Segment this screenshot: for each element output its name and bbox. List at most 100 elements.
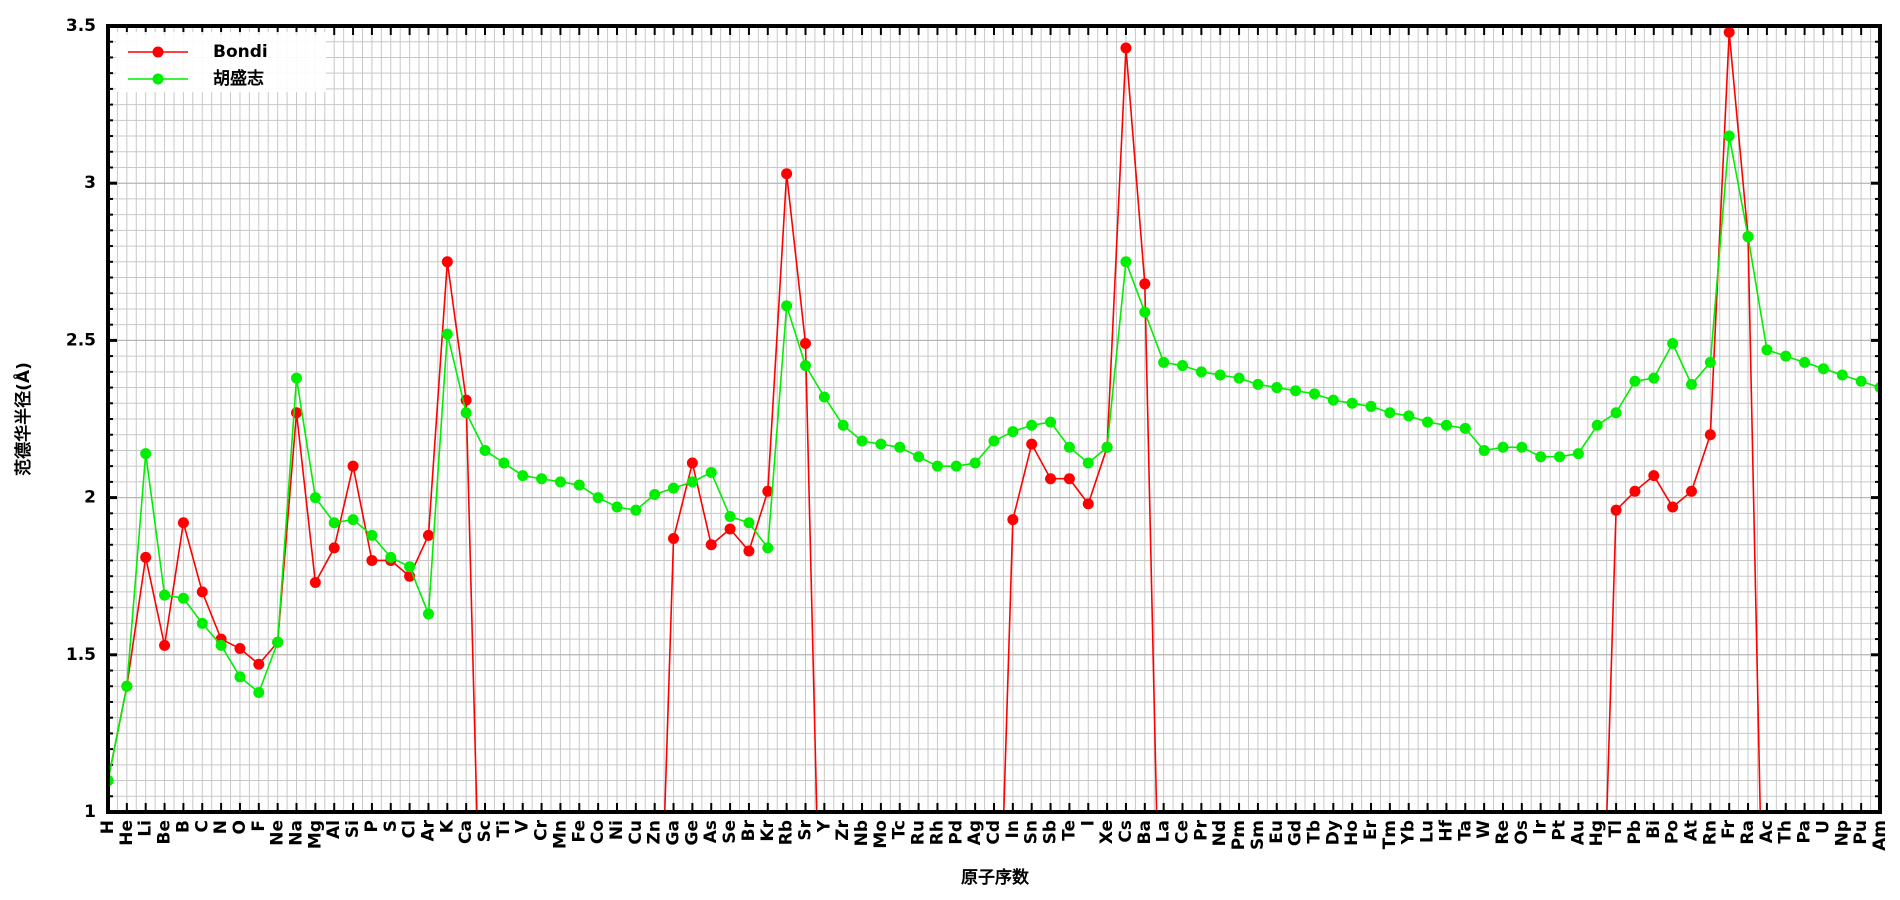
x-tick-label: Am — [1870, 820, 1890, 851]
x-tick-label: Hg — [1587, 820, 1607, 846]
data-point — [366, 529, 378, 541]
x-tick-label: Li — [136, 820, 156, 837]
data-point — [479, 444, 491, 456]
x-tick-label: Br — [739, 819, 759, 841]
x-tick-label: O — [230, 820, 250, 834]
data-point — [686, 476, 698, 488]
y-tick-label: 3 — [84, 173, 96, 193]
x-tick-label: Pa — [1795, 820, 1815, 843]
data-point — [1478, 444, 1490, 456]
x-tick-label: V — [513, 819, 533, 833]
data-point — [1554, 451, 1566, 463]
x-tick-label: Rn — [1700, 820, 1720, 845]
x-tick-label: Ta — [1455, 820, 1475, 841]
data-point — [781, 300, 793, 312]
x-tick-label: Cl — [400, 820, 420, 838]
data-point — [1667, 501, 1679, 513]
x-tick-label: Dy — [1323, 820, 1343, 845]
x-tick-label: Ho — [1342, 820, 1362, 846]
x-tick-label: F — [249, 820, 269, 832]
x-tick-label: Ba — [1135, 820, 1155, 844]
data-point — [931, 460, 943, 472]
data-point — [1497, 441, 1509, 453]
data-point — [1271, 382, 1283, 394]
x-tick-label: Po — [1663, 820, 1683, 844]
x-tick-label: Sr — [795, 819, 815, 840]
x-tick-label: Lu — [1418, 820, 1438, 843]
x-tick-label: Na — [287, 820, 307, 846]
data-point — [159, 589, 171, 601]
y-axis-label: 范德华半径(Å) — [11, 362, 34, 476]
data-point — [1082, 498, 1094, 510]
data-point — [743, 545, 755, 557]
y-tick-label: 2 — [84, 488, 96, 508]
data-point — [460, 407, 472, 419]
x-tick-label: Yb — [1399, 820, 1419, 845]
minor-grid — [107, 25, 1881, 813]
data-point — [668, 482, 680, 494]
data-point — [1648, 470, 1660, 482]
x-tick-label: Ar — [418, 819, 438, 841]
data-point — [1422, 416, 1434, 428]
x-tick-label: Sm — [1248, 820, 1268, 850]
data-point — [215, 639, 227, 651]
data-point — [1045, 473, 1057, 485]
data-point — [818, 391, 830, 403]
data-point — [1780, 350, 1792, 362]
x-tick-label: S — [381, 820, 401, 832]
x-tick-label: Zr — [833, 819, 853, 840]
x-tick-label: Mg — [305, 820, 325, 849]
data-point — [441, 256, 453, 268]
data-point — [743, 517, 755, 529]
data-point — [969, 457, 981, 469]
x-tick-label: At — [1681, 820, 1701, 841]
data-point — [705, 539, 717, 551]
data-point — [1139, 278, 1151, 290]
x-tick-label: Ga — [664, 820, 684, 845]
data-point — [1799, 356, 1811, 368]
x-tick-label: Rb — [777, 820, 797, 845]
x-tick-label: Be — [155, 820, 175, 845]
x-tick-label: B — [173, 820, 193, 833]
x-tick-label: Pr — [1191, 819, 1211, 840]
data-point — [1648, 372, 1660, 384]
x-tick-label: Ra — [1738, 820, 1758, 845]
x-tick-label: Eu — [1267, 820, 1287, 844]
data-point — [1629, 485, 1641, 497]
data-point — [799, 338, 811, 350]
data-point — [121, 680, 133, 692]
x-tick-label: Ni — [607, 820, 627, 840]
data-point — [592, 492, 604, 504]
data-point — [611, 501, 623, 513]
data-point — [913, 451, 925, 463]
x-tick-label: Te — [1059, 820, 1079, 841]
data-point — [762, 485, 774, 497]
data-point — [1685, 485, 1697, 497]
data-point — [422, 608, 434, 620]
data-point — [422, 529, 434, 541]
data-point — [177, 592, 189, 604]
legend-marker — [152, 46, 164, 58]
x-tick-label: Kr — [758, 819, 778, 841]
x-tick-label: Np — [1832, 820, 1852, 846]
x-tick-label: K — [437, 819, 457, 833]
data-point — [253, 687, 265, 699]
x-tick-label: Cu — [626, 820, 646, 845]
data-point — [554, 476, 566, 488]
data-point — [1045, 416, 1057, 428]
x-tick-label: Sc — [475, 820, 495, 842]
x-tick-label: Pd — [946, 820, 966, 845]
data-point — [1063, 473, 1075, 485]
x-tick-label: Mo — [871, 820, 891, 849]
data-point — [1704, 429, 1716, 441]
x-tick-label: Ir — [1531, 819, 1551, 834]
data-point — [404, 561, 416, 573]
data-point — [196, 617, 208, 629]
x-tick-label: Si — [343, 820, 363, 838]
data-point — [950, 460, 962, 472]
series-line — [108, 32, 1762, 812]
x-tick-label: Ti — [494, 820, 514, 837]
data-point — [1817, 363, 1829, 375]
legend-label: 胡盛志 — [213, 68, 264, 89]
